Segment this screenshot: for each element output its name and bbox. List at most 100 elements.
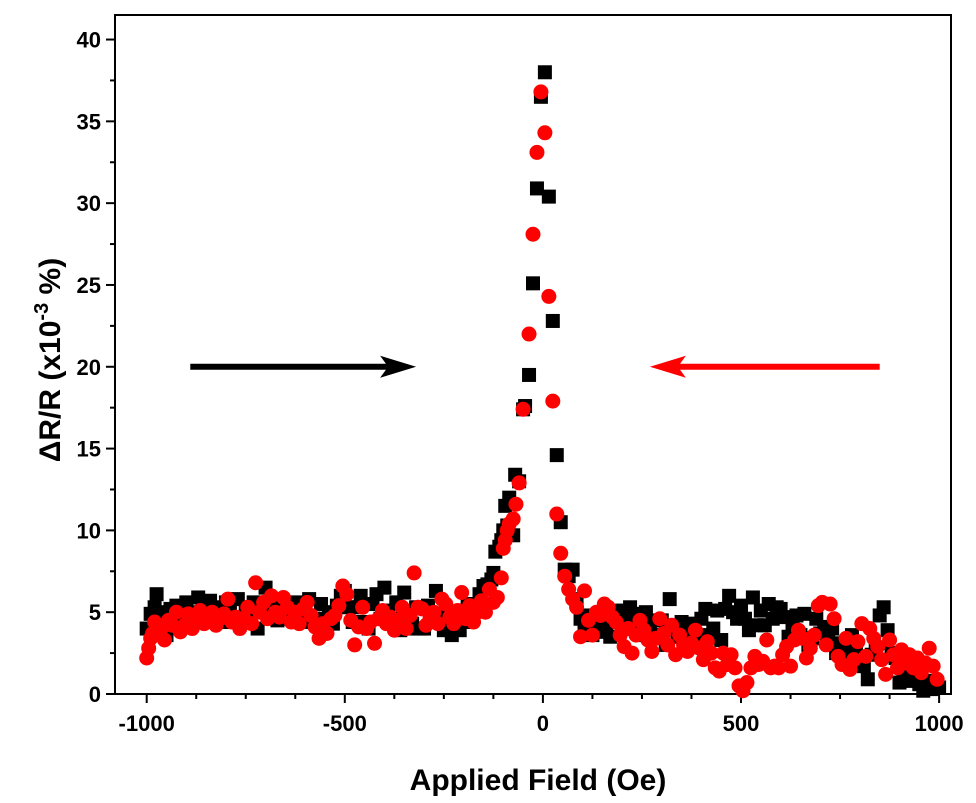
sweep-up-arrow-head xyxy=(380,355,417,378)
y-tick-label: 25 xyxy=(77,273,101,298)
circle-point xyxy=(545,393,561,409)
circle-point xyxy=(882,632,898,648)
square-point xyxy=(722,588,737,603)
circle-point xyxy=(529,144,545,160)
circle-point xyxy=(870,639,886,655)
circle-point xyxy=(822,596,838,612)
circle-point xyxy=(473,593,489,609)
circle-point xyxy=(505,511,521,527)
circle-point xyxy=(878,666,894,682)
square-point xyxy=(737,611,752,626)
circle-point xyxy=(339,586,355,602)
circle-point xyxy=(541,288,557,304)
circle-point xyxy=(367,635,383,651)
circle-point xyxy=(858,648,874,664)
square-point xyxy=(529,181,544,196)
circle-point xyxy=(584,627,600,643)
square-point xyxy=(706,621,721,636)
circle-point xyxy=(493,570,509,586)
square-point xyxy=(549,448,564,463)
circle-point xyxy=(573,629,589,645)
circle-point xyxy=(426,604,442,620)
square-point xyxy=(662,592,677,607)
circle-point xyxy=(557,568,573,584)
square-point xyxy=(698,601,713,616)
y-axis-ticks: 0 5 10 15 20 25 30 35 40 xyxy=(77,28,115,707)
y-tick-label: 40 xyxy=(77,28,101,53)
y-tick-label: 20 xyxy=(77,355,101,380)
circle-point xyxy=(925,658,941,674)
square-point xyxy=(745,590,760,605)
circle-point xyxy=(508,496,524,512)
circle-point xyxy=(430,616,446,632)
circle-point xyxy=(687,622,703,638)
circle-point xyxy=(537,125,553,141)
x-tick-label: 500 xyxy=(723,711,760,736)
circle-point xyxy=(608,614,624,630)
square-point xyxy=(377,580,392,595)
y-axis-title-exponent: -3 xyxy=(31,303,53,321)
circle-point xyxy=(331,598,347,614)
plot-frame xyxy=(114,14,952,695)
circle-point xyxy=(168,604,184,620)
circle-point xyxy=(240,599,256,615)
circle-point xyxy=(846,652,862,668)
circle-point xyxy=(569,599,585,615)
square-point xyxy=(545,313,560,328)
circle-point xyxy=(652,611,668,627)
circle-point xyxy=(319,625,335,641)
circle-point xyxy=(921,640,937,656)
circle-point xyxy=(220,591,236,607)
x-tick-label: -500 xyxy=(323,711,367,736)
circle-point xyxy=(577,583,593,599)
circle-point xyxy=(838,630,854,646)
circle-point xyxy=(818,637,834,653)
y-tick-label: 0 xyxy=(89,682,101,707)
circle-point xyxy=(874,652,890,668)
square-point xyxy=(876,600,891,615)
square-point xyxy=(541,189,556,204)
x-axis-title: Applied Field (Oe) xyxy=(410,764,667,797)
circle-point xyxy=(454,585,470,601)
square-point xyxy=(537,65,552,80)
square-point xyxy=(149,587,164,602)
y-tick-label: 5 xyxy=(89,600,101,625)
square-point xyxy=(860,672,875,687)
circle-point xyxy=(347,637,363,653)
x-tick-label: 0 xyxy=(537,711,549,736)
circle-point xyxy=(406,565,422,581)
circle-point xyxy=(771,660,787,676)
circle-point xyxy=(624,645,640,661)
data-markers xyxy=(139,65,947,699)
y-tick-label: 30 xyxy=(77,191,101,216)
circle-point xyxy=(303,607,319,623)
square-point xyxy=(714,633,729,648)
circle-point xyxy=(157,632,173,648)
circle-point xyxy=(299,594,315,610)
y-axis-title: ΔR/R (x10-3 %) xyxy=(31,258,67,462)
circle-point xyxy=(783,658,799,674)
circle-point xyxy=(438,596,454,612)
square-point xyxy=(353,588,368,603)
square-point xyxy=(522,367,537,382)
circle-point xyxy=(511,475,527,491)
y-tick-label: 15 xyxy=(77,437,101,462)
square-point xyxy=(797,606,812,621)
circle-point xyxy=(525,226,541,242)
circle-point xyxy=(248,575,264,591)
circle-point xyxy=(489,589,505,605)
square-point xyxy=(397,585,412,600)
circle-point xyxy=(850,634,866,650)
sweep-down-arrow-head xyxy=(649,355,686,378)
circle-point xyxy=(727,660,743,676)
y-tick-label: 35 xyxy=(77,109,101,134)
circle-point xyxy=(699,634,715,650)
y-axis-title-main: ΔR/R (x10 xyxy=(34,321,67,463)
x-axis-ticks: -1000 -500 0 500 1000 xyxy=(119,694,964,736)
y-tick-label: 10 xyxy=(77,518,101,543)
circle-point xyxy=(549,506,565,522)
circle-point xyxy=(553,545,569,561)
circle-point xyxy=(446,616,462,632)
square-point xyxy=(734,598,749,613)
x-tick-label: 1000 xyxy=(915,711,964,736)
